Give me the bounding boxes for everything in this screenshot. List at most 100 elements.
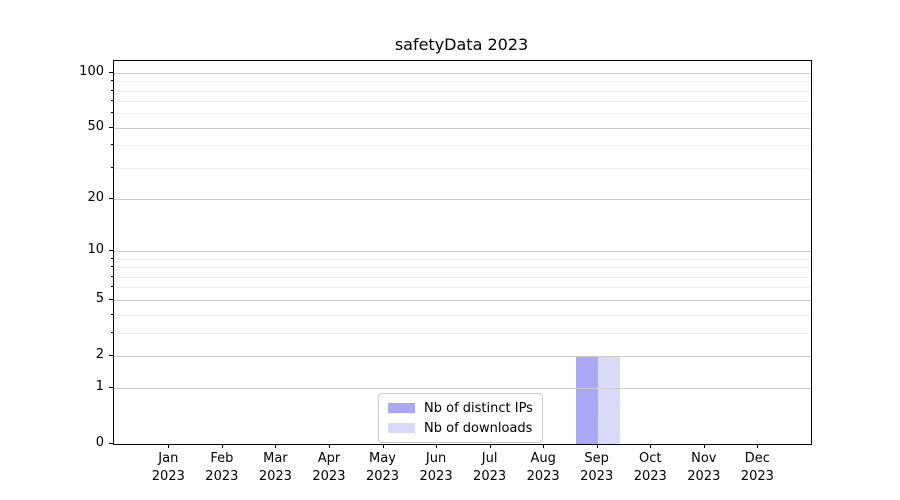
x-tick-label: Jul 2023 xyxy=(462,450,518,486)
x-tick-year: 2023 xyxy=(258,469,292,484)
x-tick-mark xyxy=(436,444,438,448)
y-tick-mark xyxy=(109,250,113,252)
gridline-minor xyxy=(114,258,811,260)
legend-swatch xyxy=(388,423,415,433)
gridline-minor xyxy=(114,287,811,289)
legend-item: Nb of downloads xyxy=(388,419,533,437)
x-tick-month: Nov xyxy=(691,451,717,466)
x-tick-label: Jun 2023 xyxy=(408,450,464,486)
x-tick-label: Sep 2023 xyxy=(569,450,625,486)
x-tick-mark xyxy=(328,444,330,448)
y-tick-mark xyxy=(109,298,113,300)
gridline-major xyxy=(114,72,811,74)
y-minor-tick-mark xyxy=(111,89,113,91)
y-minor-tick-mark xyxy=(111,313,113,315)
y-tick-mark xyxy=(109,126,113,128)
x-tick-mark xyxy=(382,444,384,448)
y-minor-tick-mark xyxy=(111,331,113,333)
gridline-minor xyxy=(114,145,811,147)
y-minor-tick-mark xyxy=(111,80,113,82)
gridline-major xyxy=(114,355,811,357)
x-tick-year: 2023 xyxy=(633,469,667,484)
gridline-minor xyxy=(114,90,811,92)
y-minor-tick-mark xyxy=(111,275,113,277)
legend: Nb of distinct IPs Nb of downloads xyxy=(378,393,543,443)
x-tick-label: Mar 2023 xyxy=(247,450,303,486)
x-tick-mark xyxy=(757,444,759,448)
x-tick-year: 2023 xyxy=(365,469,400,484)
y-tick-label: 100 xyxy=(79,63,104,79)
legend-swatch xyxy=(388,403,415,413)
gridline-minor xyxy=(114,332,811,334)
gridline-minor xyxy=(114,113,811,115)
x-tick-label: Apr 2023 xyxy=(301,450,357,486)
bar-nb-of-downloads xyxy=(597,355,620,444)
gridline-minor xyxy=(114,167,811,169)
y-minor-tick-mark xyxy=(111,266,113,268)
x-tick-mark xyxy=(275,444,277,448)
x-tick-month: May xyxy=(369,451,396,466)
gridline-major xyxy=(114,388,811,390)
y-tick-mark xyxy=(109,71,113,73)
x-tick-month: Sep xyxy=(584,451,609,466)
plot-area: Nb of distinct IPs Nb of downloads xyxy=(113,60,812,445)
legend-item: Nb of distinct IPs xyxy=(388,399,533,417)
x-tick-mark xyxy=(703,444,705,448)
y-tick-mark xyxy=(109,387,113,389)
legend-label: Nb of distinct IPs xyxy=(424,400,533,416)
chart-title: safetyData 2023 xyxy=(394,35,529,54)
gridline-minor xyxy=(114,276,811,278)
y-minor-tick-mark xyxy=(111,100,113,102)
x-tick-month: Feb xyxy=(210,451,234,466)
x-tick-year: 2023 xyxy=(687,469,721,484)
x-tick-mark xyxy=(650,444,652,448)
gridline-minor xyxy=(114,81,811,83)
x-tick-month: Apr xyxy=(317,451,341,466)
y-tick-label: 10 xyxy=(87,242,104,258)
x-tick-month: Jan xyxy=(158,451,179,466)
gridline-minor xyxy=(114,267,811,269)
x-tick-month: Oct xyxy=(639,451,662,466)
y-tick-mark xyxy=(109,443,113,444)
x-tick-year: 2023 xyxy=(312,469,346,484)
x-tick-label: Oct 2023 xyxy=(622,450,678,486)
y-minor-tick-mark xyxy=(111,166,113,168)
gridline-major xyxy=(114,299,811,301)
x-tick-month: Jun xyxy=(425,451,447,466)
x-tick-month: Dec xyxy=(744,451,770,466)
x-tick-label: Dec 2023 xyxy=(729,450,785,486)
y-tick-label: 5 xyxy=(95,290,104,306)
y-minor-tick-mark xyxy=(111,112,113,114)
x-tick-mark xyxy=(221,444,223,448)
legend-label: Nb of downloads xyxy=(424,420,533,436)
x-tick-label: Aug 2023 xyxy=(515,450,571,486)
bar-nb-of-distinct-ips xyxy=(575,355,598,444)
x-tick-mark xyxy=(489,444,491,448)
y-tick-label: 1 xyxy=(95,379,104,395)
y-tick-label: 0 xyxy=(95,435,104,450)
x-tick-year: 2023 xyxy=(151,469,185,484)
x-tick-mark xyxy=(168,444,170,448)
x-tick-month: Aug xyxy=(530,451,556,466)
x-tick-mark xyxy=(596,444,598,448)
y-minor-tick-mark xyxy=(111,286,113,288)
gridline-minor xyxy=(114,101,811,103)
x-tick-year: 2023 xyxy=(740,469,774,484)
y-tick-label: 50 xyxy=(87,118,104,134)
gridline-major xyxy=(114,199,811,201)
gridline-major xyxy=(114,251,811,253)
x-tick-year: 2023 xyxy=(419,469,453,484)
y-tick-mark xyxy=(109,354,113,356)
y-tick-label: 2 xyxy=(95,346,104,362)
x-tick-year: 2023 xyxy=(580,469,614,484)
y-minor-tick-mark xyxy=(111,144,113,146)
gridline-major xyxy=(114,127,811,129)
x-tick-year: 2023 xyxy=(205,469,239,484)
x-tick-label: Nov 2023 xyxy=(676,450,732,486)
x-tick-label: May 2023 xyxy=(355,450,411,486)
x-tick-month: Mar xyxy=(263,451,288,466)
x-tick-label: Feb 2023 xyxy=(194,450,250,486)
x-tick-year: 2023 xyxy=(526,469,560,484)
x-tick-label: Jan 2023 xyxy=(140,450,196,486)
